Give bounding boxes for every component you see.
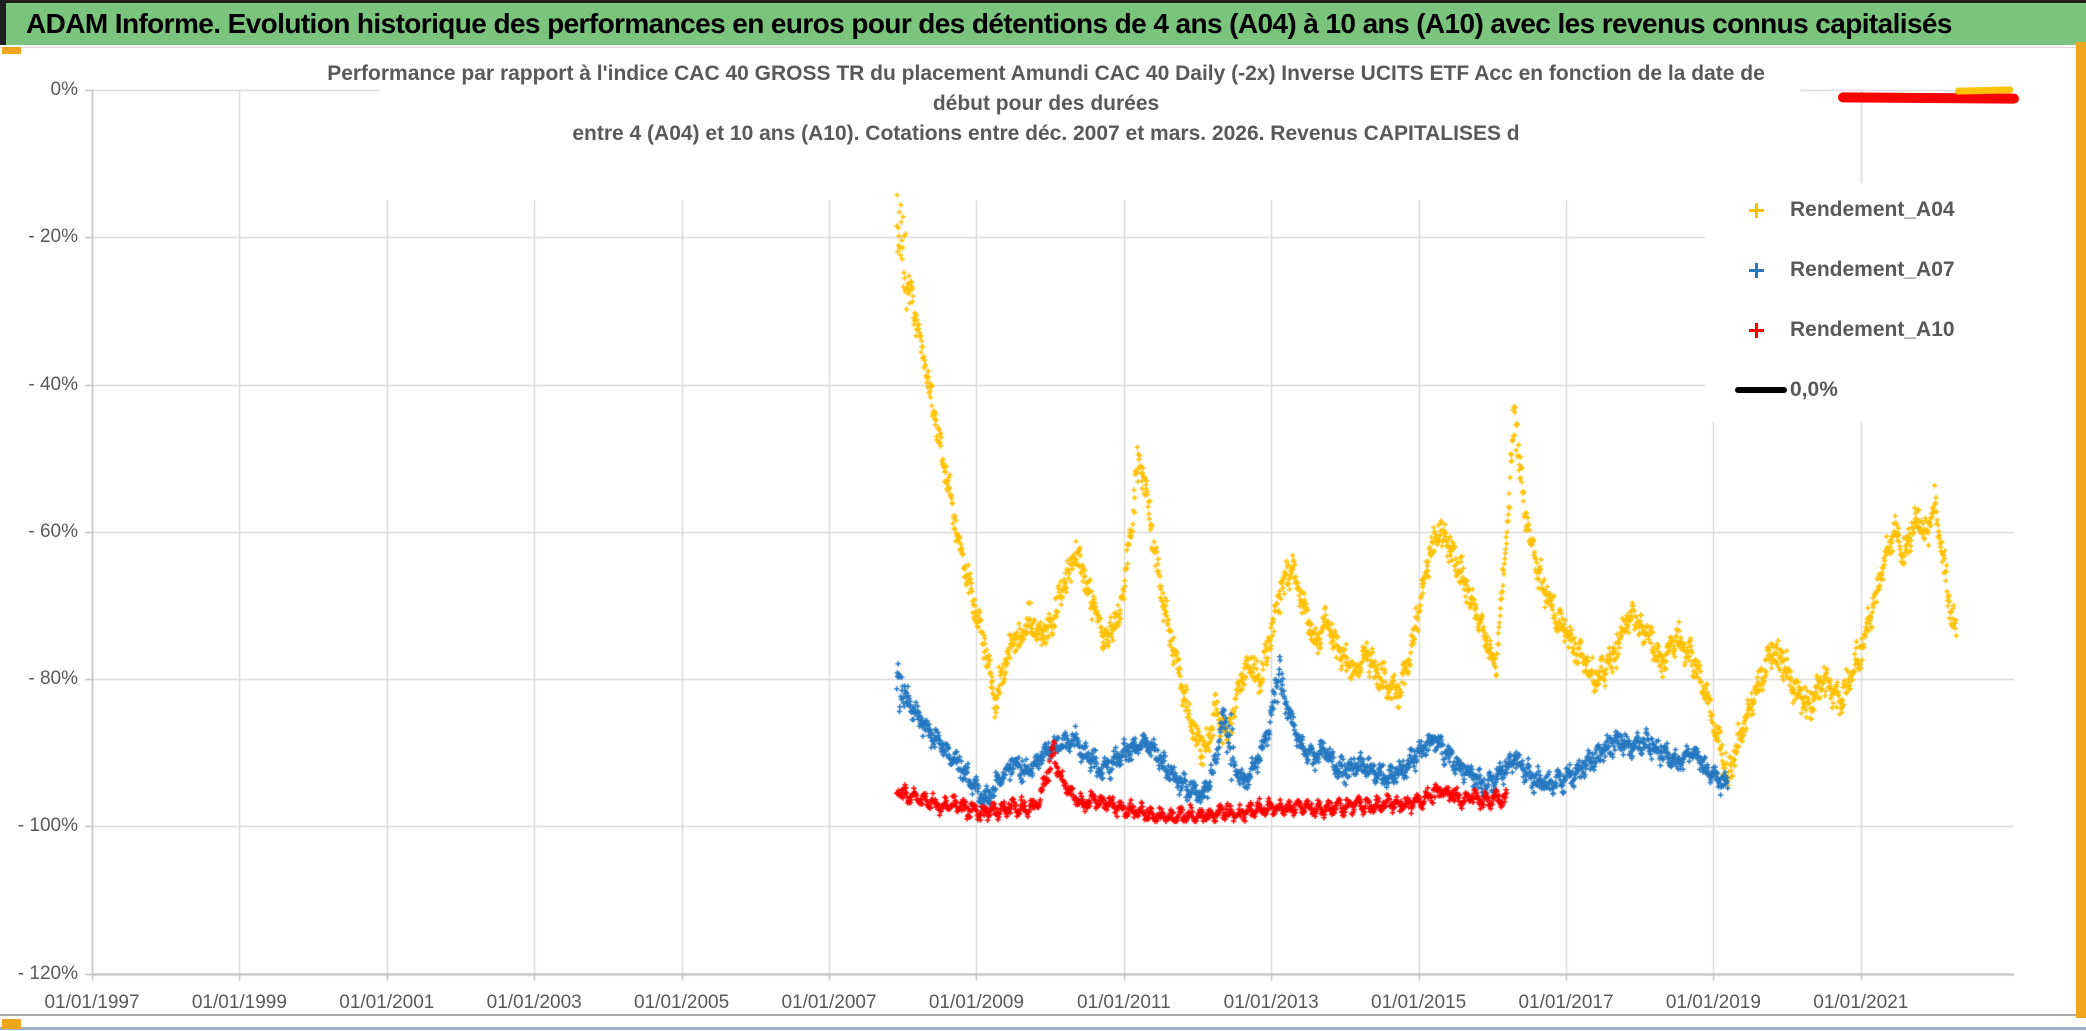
legend-plus-marker-icon xyxy=(1749,322,1765,338)
page-title: ADAM Informe. Evolution historique des p… xyxy=(26,8,1952,39)
y-tick-label: - 80% xyxy=(28,668,78,689)
legend-item-rendement-a07: Rendement_A07 xyxy=(1705,255,2072,285)
legend-item-rendement-a04: Rendement_A04 xyxy=(1705,195,2072,225)
gold-square-bottom-left xyxy=(2,1019,21,1029)
x-tick-label: 01/01/2015 xyxy=(1371,992,1467,1013)
x-tick-label: 01/01/2007 xyxy=(781,992,877,1013)
x-tick-label: 01/01/1999 xyxy=(191,992,287,1013)
gold-right-bar xyxy=(2076,42,2086,1018)
x-tick-label: 01/01/2017 xyxy=(1518,992,1614,1013)
x-tick-label: 01/01/2021 xyxy=(1813,992,1909,1013)
legend-item-rendement-a10: Rendement_A10 xyxy=(1705,315,2072,345)
bottom-gray-rule xyxy=(0,1014,2086,1016)
x-tick-label: 01/01/2003 xyxy=(486,992,582,1013)
x-tick-label: 01/01/2009 xyxy=(928,992,1024,1013)
y-tick-label: - 20% xyxy=(28,226,78,248)
y-tick-label: - 60% xyxy=(28,520,78,542)
x-tick-label: 01/01/1997 xyxy=(44,992,140,1013)
x-tick-label: 01/01/2019 xyxy=(1665,992,1761,1013)
y-tick-label: - 40% xyxy=(28,373,78,395)
legend-label: Rendement_A07 xyxy=(1790,258,1955,281)
chart-title-line-1: Performance par rapport à l'indice CAC 4… xyxy=(327,62,1765,85)
red-marker-scribble xyxy=(1837,92,2020,104)
legend-label: 0,0% xyxy=(1790,378,1838,401)
legend-label: Rendement_A04 xyxy=(1790,198,1955,221)
x-tick-label: 01/01/2001 xyxy=(339,992,435,1013)
legend-plus-marker-icon xyxy=(1749,262,1765,278)
chart-title-line-2: début pour des durées xyxy=(932,92,1160,115)
x-tick-label: 01/01/2005 xyxy=(634,992,730,1013)
header-banner: ADAM Informe. Evolution historique des p… xyxy=(0,0,2086,45)
chart-title-line-3: entre 4 (A04) et 10 ans (A10). Cotations… xyxy=(572,122,1520,145)
y-tick-label: - 100% xyxy=(17,815,78,837)
gold-square-top-left xyxy=(2,47,21,54)
y-tick-label: 0% xyxy=(50,79,78,100)
legend-label: Rendement_A10 xyxy=(1790,318,1955,341)
bottom-steel-edge xyxy=(0,1027,2086,1030)
header-divider xyxy=(0,47,2086,48)
legend-item-0-0-: 0,0% xyxy=(1705,375,2072,405)
legend-plus-marker-icon xyxy=(1749,202,1765,218)
x-tick-label: 01/01/2011 xyxy=(1076,992,1171,1013)
x-tick-label: 01/01/2013 xyxy=(1223,992,1319,1013)
legend-line-marker-icon xyxy=(1735,387,1787,393)
chart-legend: Rendement_A04 Rendement_A07 Rendement_A10 0… xyxy=(1705,183,2072,422)
y-tick-label: - 120% xyxy=(17,962,78,984)
